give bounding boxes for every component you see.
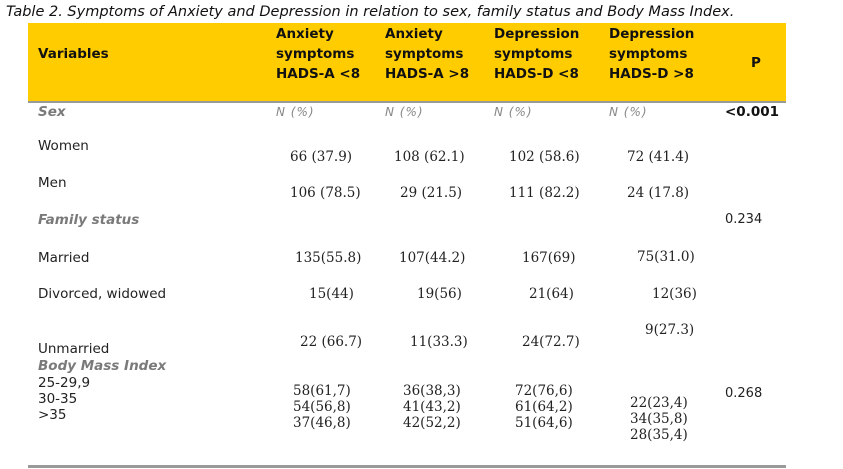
n-label-col4: N (%)	[609, 105, 648, 119]
row-label-married: Married	[38, 250, 90, 266]
n-label-col2: N (%)	[385, 105, 424, 119]
cell-married-c1: 135(55.8)	[295, 250, 362, 266]
p-value-bmi: 0.268	[725, 386, 763, 401]
header-anxiety-low: Anxiety symptoms HADS-A <8	[276, 26, 361, 82]
cell-unmarried-c3: 24(72.7)	[522, 334, 580, 350]
section-bmi: Body Mass Index	[38, 358, 167, 374]
cell-bmi-35-c1: 37(46,8)	[293, 415, 351, 431]
header-bottom-rule	[28, 101, 786, 103]
row-label-bmi-25: 25-29,9	[38, 375, 91, 391]
cell-unmarried-c1: 22 (66.7)	[300, 334, 363, 350]
cell-women-c2: 108 (62.1)	[394, 149, 465, 165]
n-label-col1: N (%)	[276, 105, 315, 119]
cell-bmi-35-c3: 51(64,6)	[515, 415, 573, 431]
header-depression-low: Depression symptoms HADS-D <8	[494, 26, 580, 82]
cell-married-c3: 167(69)	[522, 250, 576, 266]
cell-bmi-25-c3: 72(76,6)	[515, 383, 573, 399]
row-label-unmarried: Unmarried	[38, 341, 110, 357]
section-sex: Sex	[38, 104, 66, 120]
cell-men-c3: 111 (82.2)	[509, 185, 580, 201]
cell-women-c4: 72 (41.4)	[627, 149, 690, 165]
cell-married-c4: 75(31.0)	[637, 249, 695, 265]
cell-divorced-c1: 15(44)	[309, 286, 354, 302]
header-variables: Variables	[38, 46, 109, 62]
header-depression-high: Depression symptoms HADS-D >8	[609, 26, 695, 82]
cell-bmi-25-c4: 22(23,4)	[630, 395, 688, 411]
cell-unmarried-c2: 11(33.3)	[410, 334, 468, 350]
cell-women-c3: 102 (58.6)	[509, 149, 580, 165]
bmi-col2: 36(38,3) 41(43,2) 42(52,2)	[403, 383, 461, 431]
cell-married-c2: 107(44.2)	[399, 250, 466, 266]
cell-bmi-25-c2: 36(38,3)	[403, 383, 461, 399]
cell-divorced-c3: 21(64)	[529, 286, 574, 302]
row-label-men: Men	[38, 175, 67, 191]
bmi-col4: 22(23,4) 34(35,8) 28(35,4)	[630, 395, 688, 443]
table-header-band	[28, 23, 786, 101]
bmi-col3: 72(76,6) 61(64,2) 51(64,6)	[515, 383, 573, 431]
cell-women-c1: 66 (37.9)	[290, 149, 353, 165]
cell-bmi-30-c3: 61(64,2)	[515, 399, 573, 415]
cell-bmi-30-c1: 54(56,8)	[293, 399, 351, 415]
header-anxiety-high: Anxiety symptoms HADS-A >8	[385, 26, 470, 82]
p-value-sex: <0.001	[725, 104, 780, 120]
table-bottom-rule	[28, 465, 786, 468]
header-p: P	[751, 55, 761, 71]
table-caption: Table 2. Symptoms of Anxiety and Depress…	[6, 4, 735, 20]
p-value-family: 0.234	[725, 212, 763, 227]
cell-bmi-35-c2: 42(52,2)	[403, 415, 461, 431]
row-label-women: Women	[38, 138, 89, 154]
cell-men-c1: 106 (78.5)	[290, 185, 361, 201]
row-label-bmi-35: >35	[38, 407, 67, 423]
row-label-bmi-30: 30-35	[38, 391, 78, 407]
n-label-col3: N (%)	[494, 105, 533, 119]
cell-divorced-c2: 19(56)	[417, 286, 462, 302]
cell-bmi-35-c4: 28(35,4)	[630, 427, 688, 443]
cell-bmi-30-c4: 34(35,8)	[630, 411, 688, 427]
bmi-col1: 58(61,7) 54(56,8) 37(46,8)	[293, 383, 351, 431]
cell-unmarried-c4: 9(27.3)	[645, 322, 695, 338]
row-label-divorced: Divorced, widowed	[38, 286, 167, 302]
cell-bmi-25-c1: 58(61,7)	[293, 383, 351, 399]
bmi-row-labels: 25-29,9 30-35 >35	[38, 375, 90, 423]
cell-men-c2: 29 (21.5)	[400, 185, 463, 201]
cell-men-c4: 24 (17.8)	[627, 185, 690, 201]
section-family-status: Family status	[38, 212, 140, 228]
cell-bmi-30-c2: 41(43,2)	[403, 399, 461, 415]
cell-divorced-c4: 12(36)	[652, 286, 697, 302]
